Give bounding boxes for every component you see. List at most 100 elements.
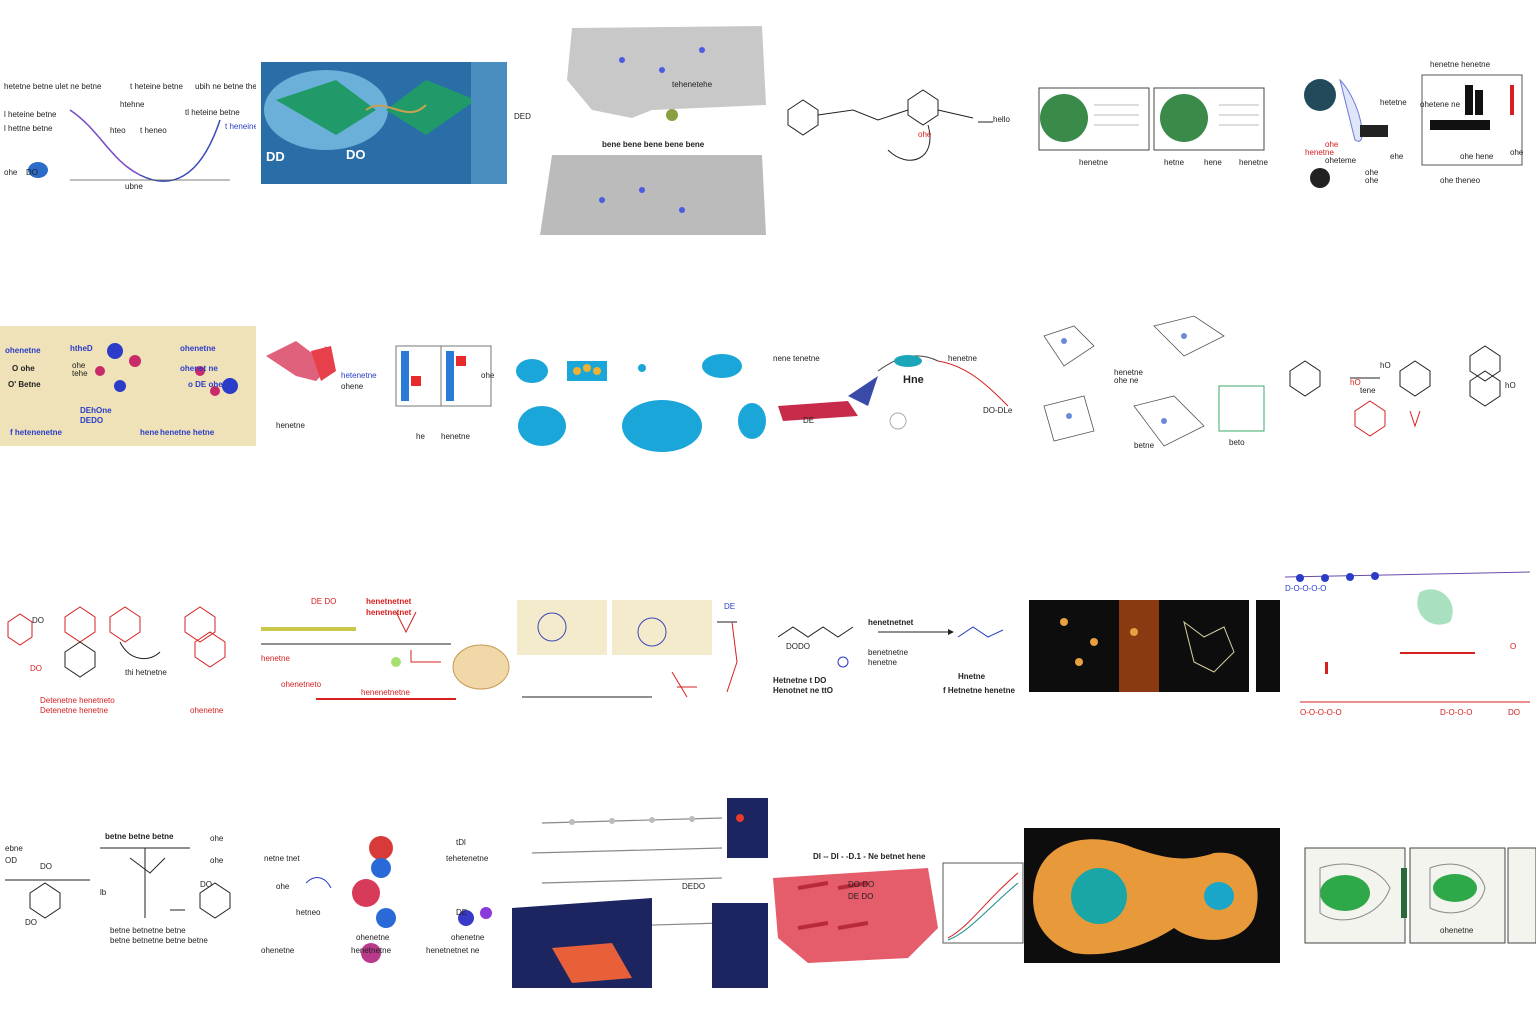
- label: DO: [40, 862, 52, 871]
- label: thi hetnetne: [125, 668, 167, 677]
- tile-r4c2: netne tnet ohe hetneo tDl tehetenetne DE…: [256, 768, 512, 1024]
- label: betne: [1134, 441, 1155, 450]
- label: O-O-O-O-O: [1300, 708, 1342, 717]
- tile-r1c6: hetetne ohe henetne oheteme ohe ohe ehe …: [1280, 0, 1536, 256]
- reaction-with-blob: [261, 611, 510, 700]
- label: henetne: [1305, 148, 1334, 157]
- tile-r3c1: DO DO thi hetnetne Detenetne henetneto D…: [0, 512, 256, 768]
- structure-panels: [517, 600, 738, 698]
- label: tehe: [72, 369, 88, 378]
- label: bene bene bene bene bene: [602, 140, 705, 149]
- label: DO: [200, 880, 212, 889]
- label: ubih ne betne theneiu: [195, 82, 256, 91]
- label: oheteme: [1325, 156, 1357, 165]
- label: henenetnetne: [361, 688, 410, 697]
- tile-r2c2: hetenetne ohene henetne ohe he henetne: [256, 256, 512, 512]
- label: henetne: [441, 432, 470, 441]
- label: henetnetnet: [366, 608, 412, 617]
- label: hteo: [110, 126, 126, 135]
- label: ohe: [1365, 168, 1379, 177]
- label: ohenetneto: [281, 680, 322, 689]
- label: DEDO: [80, 416, 104, 425]
- label: ohenetne: [5, 346, 41, 355]
- label: hetetne betne ulet ne betne: [4, 82, 102, 91]
- label: htheD: [70, 344, 93, 353]
- label: DO: [25, 918, 37, 927]
- reaction-scheme: [1289, 345, 1501, 437]
- label: hO: [1505, 381, 1516, 390]
- label: beto: [1229, 438, 1245, 447]
- label: ohenetne: [1440, 926, 1474, 935]
- label: ohe: [210, 834, 224, 843]
- label: hO: [1380, 361, 1391, 370]
- molecular-banner: [0, 326, 256, 446]
- label: henetne hetne: [160, 428, 215, 437]
- chain-over-navy: [512, 798, 768, 988]
- label: henetne: [868, 658, 897, 667]
- label: tDl: [456, 838, 466, 847]
- protein-with-plot: [773, 862, 1024, 963]
- label: DODO: [786, 642, 810, 651]
- chemical-structure: [787, 89, 993, 161]
- tile-r4c1: betne betne betne ohe ebne ohe OD DO DO …: [0, 768, 256, 1024]
- label: O: [1510, 642, 1517, 651]
- label: OD: [5, 856, 17, 865]
- label: ohe: [918, 130, 932, 139]
- green-blob-panels: [1304, 847, 1536, 944]
- label: henetne: [276, 421, 305, 430]
- label: Hetnetne t DO: [773, 676, 827, 685]
- tile-r1c5: henetne hetne hene henetne: [1024, 0, 1280, 256]
- label: ohe: [4, 168, 18, 177]
- label: DO-DLe: [983, 406, 1013, 415]
- label: DEhOne: [80, 406, 112, 415]
- label: tl heteine betne: [185, 108, 240, 117]
- label: henetne: [1079, 158, 1108, 167]
- label: tene: [1360, 386, 1376, 395]
- tile-r2c3: [512, 256, 768, 512]
- red-chemical-structure: [7, 606, 226, 678]
- tile-r3c4: henetnetnet DODO benetnetne henetne Hetn…: [768, 512, 1024, 768]
- label: O ohe: [12, 364, 35, 373]
- label: henetnetnet: [366, 597, 412, 606]
- label: DO: [1508, 708, 1520, 717]
- label: D-O-O-O: [1440, 708, 1473, 717]
- label: henetnetne: [351, 946, 392, 955]
- panel-figure: [1038, 87, 1265, 151]
- label: t heneine: [225, 122, 256, 131]
- multi-panel-chart: [1304, 74, 1523, 188]
- protein-render: [261, 62, 507, 184]
- label: henetne: [948, 354, 977, 363]
- label: DE DO: [311, 597, 337, 606]
- label: O' Betne: [8, 380, 41, 389]
- label: f Hetnetne henetne: [943, 686, 1016, 695]
- label: ohenetne: [190, 706, 224, 715]
- label: DO: [346, 147, 366, 162]
- density-map: [1024, 828, 1280, 963]
- label: henetne henetne: [1430, 60, 1491, 69]
- label: t heneo: [140, 126, 167, 135]
- label: Hne: [903, 374, 924, 386]
- label: hene: [1204, 158, 1222, 167]
- label: DO: [30, 664, 42, 673]
- label: netne tnet: [264, 854, 300, 863]
- tile-r2c5: henetne ohe ne betne beto: [1024, 256, 1280, 512]
- label: l heteine betne: [4, 110, 57, 119]
- label: o DE ohe: [188, 380, 223, 389]
- label: DEDO: [682, 882, 706, 891]
- plot-curve-figure: [28, 109, 230, 182]
- label: tehenetehe: [672, 80, 713, 89]
- tile-r4c6: ohenetne: [1280, 768, 1536, 1024]
- label: Detenetne henetneto: [40, 696, 115, 705]
- blob-render: [516, 354, 766, 452]
- label: hetenetne: [341, 371, 377, 380]
- label: ohe: [210, 856, 224, 865]
- label: t heteine betne: [130, 82, 183, 91]
- label: henetnetnet ne: [426, 946, 480, 955]
- tile-r2c4: nene tenetne henetne Hne DE DO-DLe: [768, 256, 1024, 512]
- tile-r4c3: DEDO: [512, 768, 768, 1024]
- tile-r4c4: Dl -- Dl - -D.1 - Ne betnet hene DO DO D…: [768, 768, 1024, 1024]
- label: Henotnet ne ttO: [773, 686, 833, 695]
- tile-r3c6: D-O-O-O-O O O-O-O-O-O D-O-O-O DO: [1280, 512, 1536, 768]
- label: he: [416, 432, 425, 441]
- label: hello: [993, 115, 1010, 124]
